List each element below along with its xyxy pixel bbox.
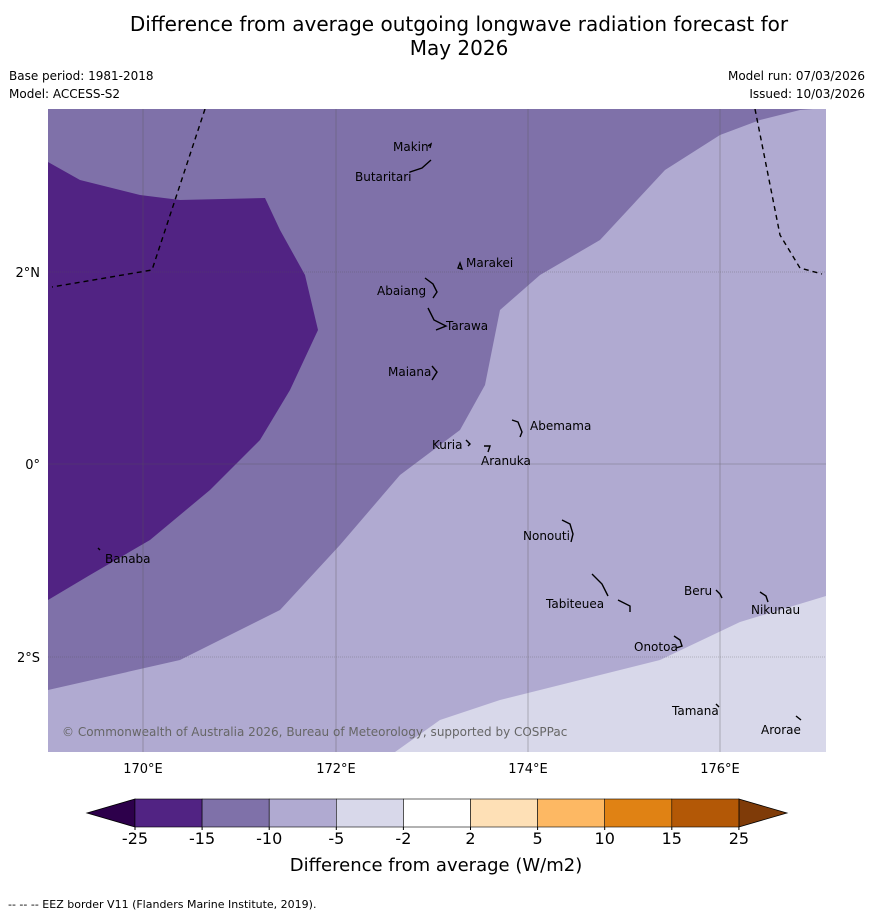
colorbar-segment xyxy=(470,798,538,828)
colorbar-tick-label: 15 xyxy=(662,829,682,848)
base-period: Base period: 1981-2018 xyxy=(9,69,154,83)
island-label: Onotoa xyxy=(634,640,678,654)
eez-footnote: -- -- -- EEZ border V11 (Flanders Marine… xyxy=(8,898,317,911)
colorbar-segment xyxy=(403,798,471,828)
colorbar-extend-low xyxy=(85,798,136,828)
colorbar-segment xyxy=(537,798,605,828)
island-label: Tabiteuea xyxy=(545,597,604,611)
colorbar-segment xyxy=(134,798,203,828)
island-outlines xyxy=(97,142,802,721)
lon-tick-label: 174°E xyxy=(508,762,548,777)
colorbar-tick-label: 10 xyxy=(595,829,615,848)
island-label: Banaba xyxy=(105,552,151,566)
island-label: Maiana xyxy=(388,365,431,379)
lon-tick-label: 172°E xyxy=(316,762,356,777)
island-label: Nikunau xyxy=(751,603,800,617)
lon-tick-label: 170°E xyxy=(123,762,163,777)
island-label: Kuria xyxy=(432,438,463,452)
colorbar-segment xyxy=(604,798,673,828)
lat-tick-labels: 2°N 0° 2°S xyxy=(16,266,41,666)
colorbar-tick-label: 25 xyxy=(729,829,749,848)
meta-left: Base period: 1981-2018 Model: ACCESS-S2 xyxy=(9,67,154,103)
colorbar-tick-label: -25 xyxy=(122,829,148,848)
island-label: Nonouti xyxy=(523,529,570,543)
model-run: Model run: 07/03/2026 xyxy=(727,69,865,83)
island-label: Tamana xyxy=(671,704,719,718)
eez-borders xyxy=(51,109,823,288)
lon-tick-label: 176°E xyxy=(700,762,740,777)
title-line-2: May 2026 xyxy=(409,36,509,60)
island-label: Tarawa xyxy=(445,319,488,333)
lat-tick-label: 2°N xyxy=(16,266,41,281)
colorbar-segment xyxy=(671,798,740,828)
island-label: Butaritari xyxy=(355,170,412,184)
lon-tick-labels: 170°E 172°E 174°E 176°E xyxy=(123,762,740,777)
colorbar: -25 -15 -10 -5 -2 2 5 10 15 25 xyxy=(85,798,789,848)
copyright-notice: © Commonwealth of Australia 2026, Bureau… xyxy=(62,725,567,739)
issued-date: Issued: 10/03/2026 xyxy=(749,87,865,101)
colorbar-label: Difference from average (W/m2) xyxy=(290,855,582,876)
model-name: Model: ACCESS-S2 xyxy=(9,87,121,101)
island-label: Arorae xyxy=(761,723,801,737)
contour-band-dark xyxy=(48,162,318,600)
chart-title: Difference from average outgoing longwav… xyxy=(0,12,873,60)
island-label: Abemama xyxy=(530,419,591,433)
lat-tick-label: 2°S xyxy=(17,651,40,666)
colorbar-segment xyxy=(268,798,337,828)
island-label: Beru xyxy=(684,584,712,598)
island-labels: Makin Butaritari Marakei Abaiang Tarawa … xyxy=(105,140,801,737)
island-label: Aranuka xyxy=(481,454,531,468)
island-label: Makin xyxy=(393,140,429,154)
meta-right: Model run: 07/03/2026 Issued: 10/03/2026 xyxy=(728,67,865,103)
map-panel: Makin Butaritari Marakei Abaiang Tarawa … xyxy=(48,109,826,752)
colorbar-tick-label: -5 xyxy=(328,829,344,848)
colorbar-tick-label: 5 xyxy=(533,829,543,848)
gridlines xyxy=(48,109,826,752)
lat-tick-label: 0° xyxy=(25,458,40,473)
colorbar-tick-label: -2 xyxy=(395,829,411,848)
colorbar-tick-label: -10 xyxy=(256,829,282,848)
colorbar-segment xyxy=(335,798,404,828)
title-line-1: Difference from average outgoing longwav… xyxy=(129,12,789,36)
colorbar-tick-label: -15 xyxy=(189,829,215,848)
colorbar-tick-label: 2 xyxy=(465,829,475,848)
island-label: Marakei xyxy=(466,256,513,270)
island-label: Abaiang xyxy=(377,284,426,298)
colorbar-segment xyxy=(201,798,270,828)
colorbar-extend-high xyxy=(738,798,789,828)
